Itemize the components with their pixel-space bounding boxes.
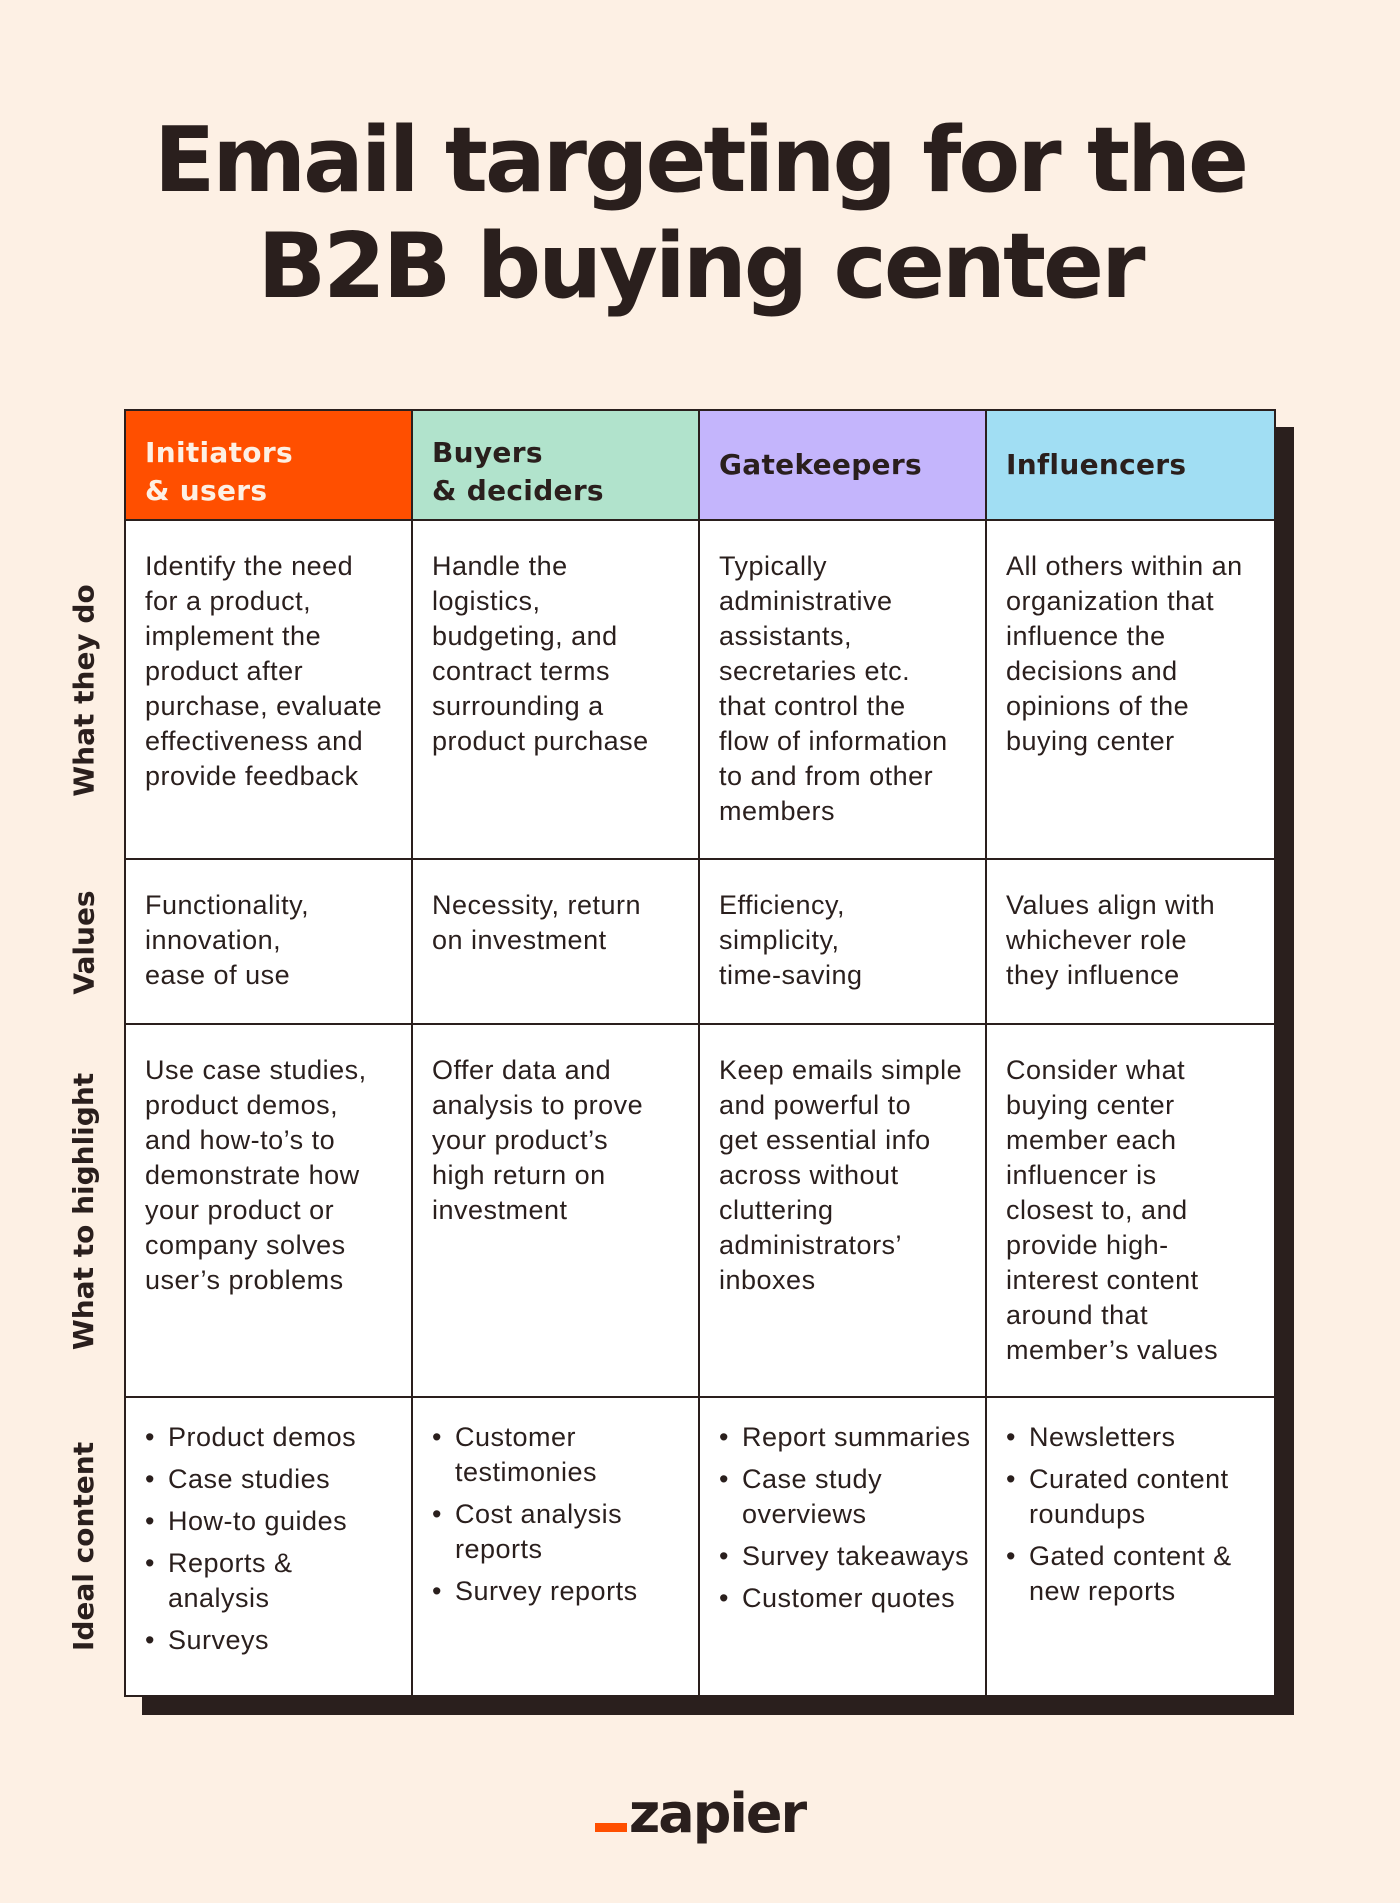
- list-item: Report summaries: [719, 1420, 975, 1455]
- cell-highlight-initiators: Use case studies, product demos, and how…: [126, 1025, 413, 1398]
- title-line-1: Email targeting for the: [153, 108, 1249, 213]
- logo-underscore-mark: [594, 1823, 627, 1832]
- list-item: Customer quotes: [719, 1581, 975, 1616]
- cell-what-they-do-buyers: Handle the logistics, budgeting, and con…: [413, 521, 700, 860]
- column-header-initiators: Initiators & users: [126, 411, 413, 521]
- buying-center-table: Initiators & users Buyers & deciders Gat…: [124, 409, 1294, 1715]
- cell-values-buyers: Necessity, return on investment: [413, 860, 700, 1025]
- cell-what-they-do-influencers: All others within an organization that i…: [987, 521, 1274, 860]
- cell-what-they-do-gatekeepers: Typically administrative assistants, sec…: [700, 521, 987, 860]
- row-label-ideal-content: Ideal content: [67, 1441, 101, 1652]
- cell-highlight-gatekeepers: Keep emails simple and powerful to get e…: [700, 1025, 987, 1398]
- title-line-2: B2B buying center: [257, 214, 1146, 319]
- column-header-line: & users: [145, 474, 268, 507]
- cell-values-initiators: Functionality, innovation, ease of use: [126, 860, 413, 1025]
- list-item: Surveys: [145, 1623, 401, 1658]
- cell-highlight-influencers: Consider what buying center member each …: [987, 1025, 1274, 1398]
- column-header-line: Influencers: [1006, 448, 1187, 481]
- cell-ideal-content-initiators: Product demos Case studies How-to guides…: [126, 1398, 413, 1695]
- row-label-values: Values: [67, 890, 101, 995]
- page-title: Email targeting for the B2B buying cente…: [0, 108, 1400, 320]
- cell-values-influencers: Values align with whichever role they in…: [987, 860, 1274, 1025]
- list-item: Survey takeaways: [719, 1539, 975, 1574]
- row-label-what-they-do: What they do: [67, 584, 101, 797]
- list-item: Survey reports: [432, 1574, 688, 1609]
- cell-what-they-do-initiators: Identify the need for a product, impleme…: [126, 521, 413, 860]
- cell-highlight-buyers: Offer data and analysis to prove your pr…: [413, 1025, 700, 1398]
- column-header-influencers: Influencers: [987, 411, 1274, 521]
- list-item: Gated content &new reports: [1006, 1539, 1264, 1609]
- column-header-line: Gatekeepers: [719, 448, 922, 481]
- list-item: How-to guides: [145, 1504, 401, 1539]
- column-header-buyers: Buyers & deciders: [413, 411, 700, 521]
- column-header-gatekeepers: Gatekeepers: [700, 411, 987, 521]
- list-item: Newsletters: [1006, 1420, 1264, 1455]
- list-item: Case studies: [145, 1462, 401, 1497]
- bullet-list: Product demos Case studies How-to guides…: [145, 1420, 401, 1658]
- cell-values-gatekeepers: Efficiency, simplicity, time-saving: [700, 860, 987, 1025]
- list-item: Reports &analysis: [145, 1546, 401, 1616]
- row-label-what-to-highlight: What to highlight: [67, 1072, 101, 1351]
- list-item: Product demos: [145, 1420, 401, 1455]
- column-header-line: Buyers: [432, 436, 543, 469]
- table-grid: Initiators & users Buyers & deciders Gat…: [124, 409, 1276, 1697]
- zapier-logo: zapier: [0, 1784, 1400, 1844]
- logo-text: zapier: [628, 1782, 807, 1845]
- column-header-line: & deciders: [432, 474, 604, 507]
- column-header-line: Initiators: [145, 436, 293, 469]
